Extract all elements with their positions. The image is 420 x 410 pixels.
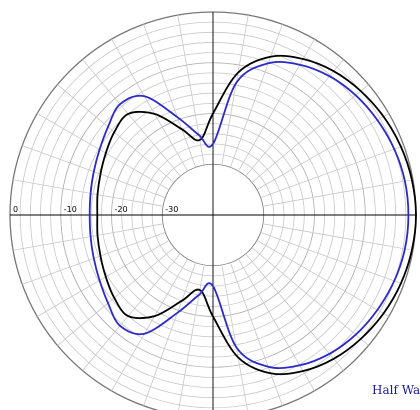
grid-spoke xyxy=(260,231,404,285)
grid-spoke xyxy=(143,24,197,168)
grid-spoke xyxy=(36,240,170,317)
grid-spoke xyxy=(256,113,390,190)
grid-spoke xyxy=(36,113,170,190)
grid-spoke xyxy=(245,59,344,177)
grid-spoke xyxy=(251,247,369,346)
grid-spoke xyxy=(111,38,188,172)
grid-spoke xyxy=(260,145,404,199)
grid-spoke xyxy=(82,59,181,177)
grid-spoke xyxy=(238,38,315,172)
grid-spoke xyxy=(238,258,315,392)
grid-spoke xyxy=(221,15,249,166)
grid-spoke xyxy=(256,240,390,317)
series-line-2 xyxy=(88,60,410,370)
radial-tick-labels: 0 -10 -20 -30 xyxy=(13,205,178,214)
grid-spoke xyxy=(221,264,248,410)
grid-spoke xyxy=(229,262,283,406)
radial-tick-label: -30 xyxy=(165,205,178,214)
radial-tick-label: -20 xyxy=(115,205,128,214)
radial-tick-label: -10 xyxy=(64,205,77,214)
grid-spoke xyxy=(57,84,175,183)
series-line-1 xyxy=(96,54,417,376)
grid-spoke xyxy=(82,253,181,371)
grid-spoke xyxy=(177,15,205,166)
grid-spoke xyxy=(143,262,197,406)
grid-spoke xyxy=(111,258,188,392)
radial-tick-label: 0 xyxy=(13,205,18,214)
grid-spoke xyxy=(229,24,283,168)
grid-spoke xyxy=(13,179,164,207)
chart-caption: Half Wave xyxy=(372,383,420,397)
grid-spoke xyxy=(251,84,369,183)
pattern-series xyxy=(88,54,417,376)
grid-spoke xyxy=(262,179,413,207)
grid-spoke xyxy=(13,223,164,251)
grid-spoke xyxy=(262,223,413,251)
grid-spoke xyxy=(57,247,175,346)
grid-spoke xyxy=(245,253,344,371)
grid-spoke xyxy=(178,264,205,410)
